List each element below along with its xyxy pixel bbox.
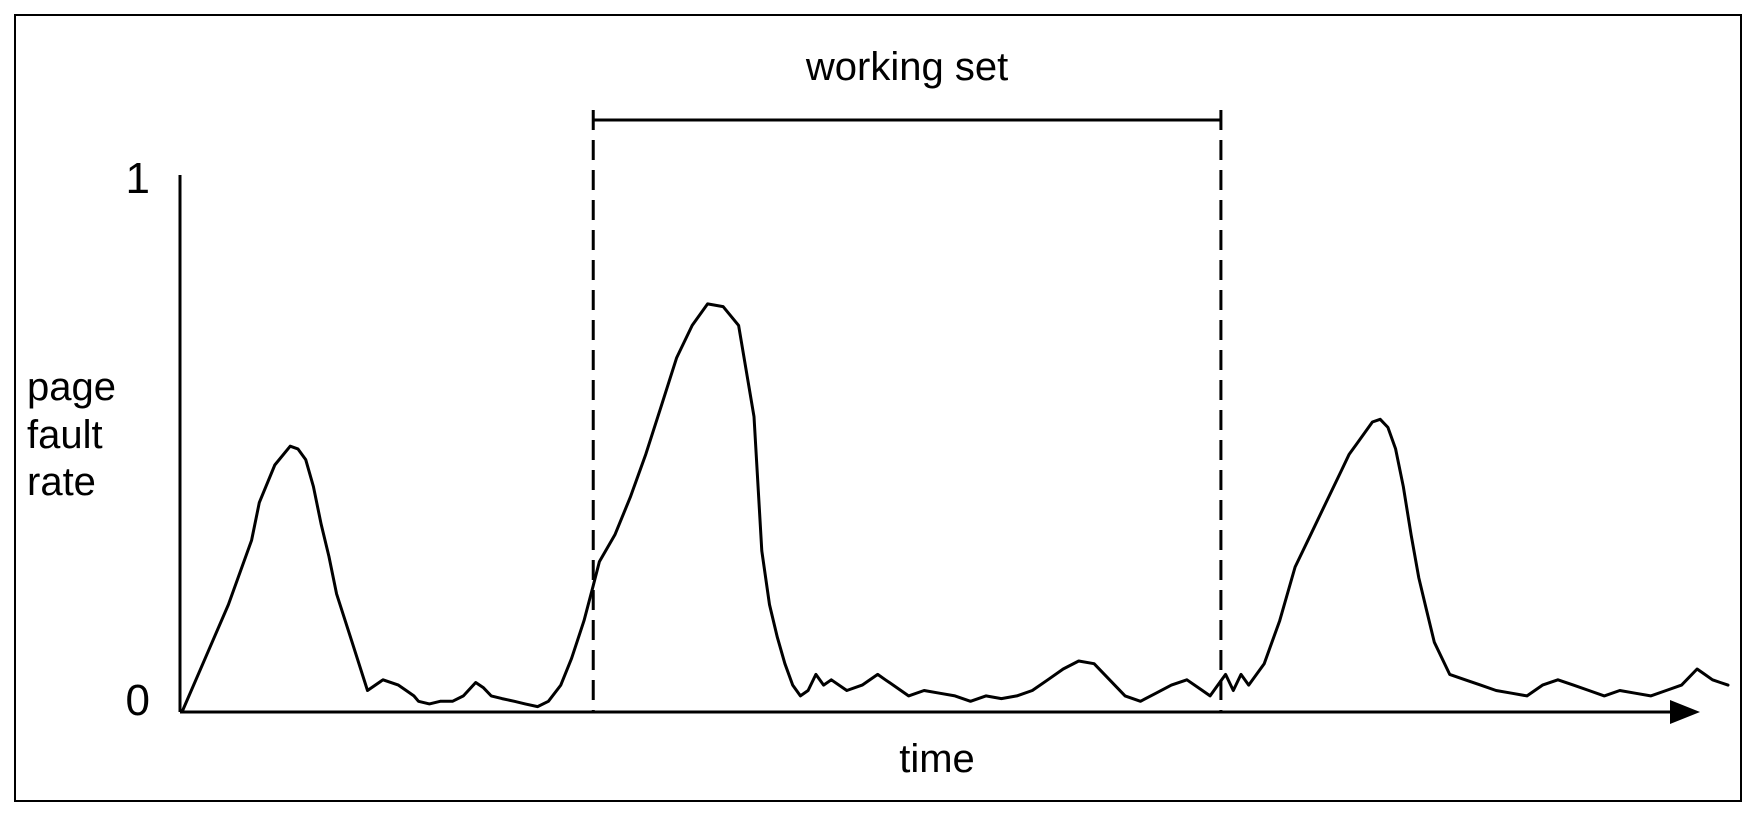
x-axis-arrowhead <box>1670 700 1700 724</box>
figure-frame <box>14 14 1742 802</box>
working-set-label: working set <box>805 45 1008 89</box>
y-tick-top: 1 <box>126 154 150 203</box>
working-set-annotation: working set <box>591 45 1223 712</box>
y-axis-label-line-1: page <box>27 365 116 409</box>
y-axis-label-line-3: rate <box>27 460 96 504</box>
page-fault-rate-line <box>180 302 1730 714</box>
x-axis-label: time <box>899 737 975 781</box>
y-axis-label-line-2: fault <box>27 413 103 457</box>
y-tick-bottom: 0 <box>126 676 150 725</box>
